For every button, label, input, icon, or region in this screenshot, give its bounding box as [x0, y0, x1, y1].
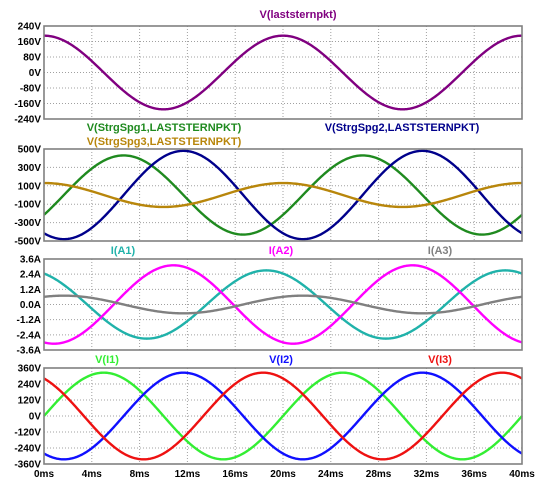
y-tick-label: 0V — [29, 68, 42, 79]
x-tick-label: 36ms — [461, 469, 487, 480]
trace-1 — [43, 34, 523, 111]
x-tick-label: 16ms — [222, 469, 248, 480]
y-tick-label: 3.6A — [20, 255, 41, 266]
trace-2 — [43, 371, 523, 461]
y-tick-label: 1.2A — [20, 285, 41, 296]
pane-2: 500V 300V 100V -100V -300V -500V V(StrgSpg1,LA… — [14, 122, 523, 248]
x-tick-label: 4ms — [82, 469, 102, 480]
y-tick-label: 2.4A — [20, 270, 41, 281]
x-tick-label: 32ms — [414, 469, 440, 480]
x-tick-label: 12ms — [175, 469, 201, 480]
y-tick-label: 0.0A — [20, 300, 41, 311]
trace-1 — [43, 154, 523, 236]
y-tick-label: 0V — [29, 412, 42, 423]
pane-1: 240V 160V 80V 0V -80V -160V -240V V(laststernpk… — [14, 9, 523, 126]
trace-3 — [43, 294, 523, 315]
y-tick-label: 500V — [18, 145, 42, 156]
x-tick-label: 0ms — [34, 469, 54, 480]
y-tick-label: 360V — [18, 364, 42, 375]
y-tick-label: -160V — [14, 99, 41, 110]
y-tick-label: 300V — [18, 163, 42, 174]
y-tick-label: 240V — [18, 380, 42, 391]
pane-frame — [43, 258, 523, 351]
trace-1 — [43, 371, 523, 461]
trace-label: V(StrgSpg3,LASTSTERNPKT) — [87, 136, 242, 148]
trace-label: V(I1) — [95, 354, 119, 366]
pane-frame — [43, 148, 523, 242]
trace-label: V(StrgSpg2,LASTSTERNPKT) — [325, 122, 480, 134]
pane-3: 3.6A 2.4A 1.2A 0.0A -1.2A -2.4A -3.6A I(A1) I(A2… — [17, 245, 523, 357]
trace-label: V(laststernpkt) — [259, 9, 336, 21]
trace-2 — [43, 149, 523, 241]
trace-label: I(A1) — [111, 245, 136, 257]
trace-label: I(A3) — [428, 245, 453, 257]
trace-label: I(A2) — [269, 245, 294, 257]
trace-1 — [43, 269, 523, 340]
pane-frame — [43, 367, 523, 465]
y-tick-label: -1.2A — [17, 315, 41, 326]
y-tick-label: -240V — [14, 444, 41, 455]
x-tick-label: 24ms — [318, 469, 344, 480]
y-tick-label: -300V — [14, 218, 41, 229]
y-tick-label: -120V — [14, 428, 41, 439]
y-tick-label: -3.6A — [17, 346, 41, 357]
trace-label: V(I3) — [428, 354, 452, 366]
y-tick-label: 240V — [18, 22, 42, 33]
x-tick-label: 40ms — [509, 469, 535, 480]
y-tick-label: -100V — [14, 200, 41, 211]
y-tick-label: -500V — [14, 237, 41, 248]
y-tick-label: -360V — [14, 460, 41, 471]
x-tick-label: 8ms — [130, 469, 150, 480]
trace-label: V(StrgSpg1,LASTSTERNPKT) — [87, 122, 242, 134]
x-tick-label: 20ms — [270, 469, 296, 480]
trace-3 — [43, 371, 523, 461]
trace-2 — [43, 264, 523, 345]
pane-frame — [43, 25, 523, 120]
y-tick-label: -240V — [14, 115, 41, 126]
y-tick-label: -2.4A — [17, 330, 41, 341]
x-tick-label: 28ms — [366, 469, 392, 480]
y-tick-label: 80V — [23, 53, 41, 64]
pane-4: 360V 240V 120V 0V -120V -240V -360V V(I1) V(I2) V… — [14, 354, 523, 471]
y-tick-label: 120V — [18, 396, 42, 407]
trace-label: V(I2) — [269, 354, 293, 366]
y-tick-label: -80V — [20, 84, 41, 95]
trace-3 — [43, 181, 523, 209]
y-tick-label: 160V — [18, 37, 42, 48]
y-tick-label: 100V — [18, 181, 42, 192]
